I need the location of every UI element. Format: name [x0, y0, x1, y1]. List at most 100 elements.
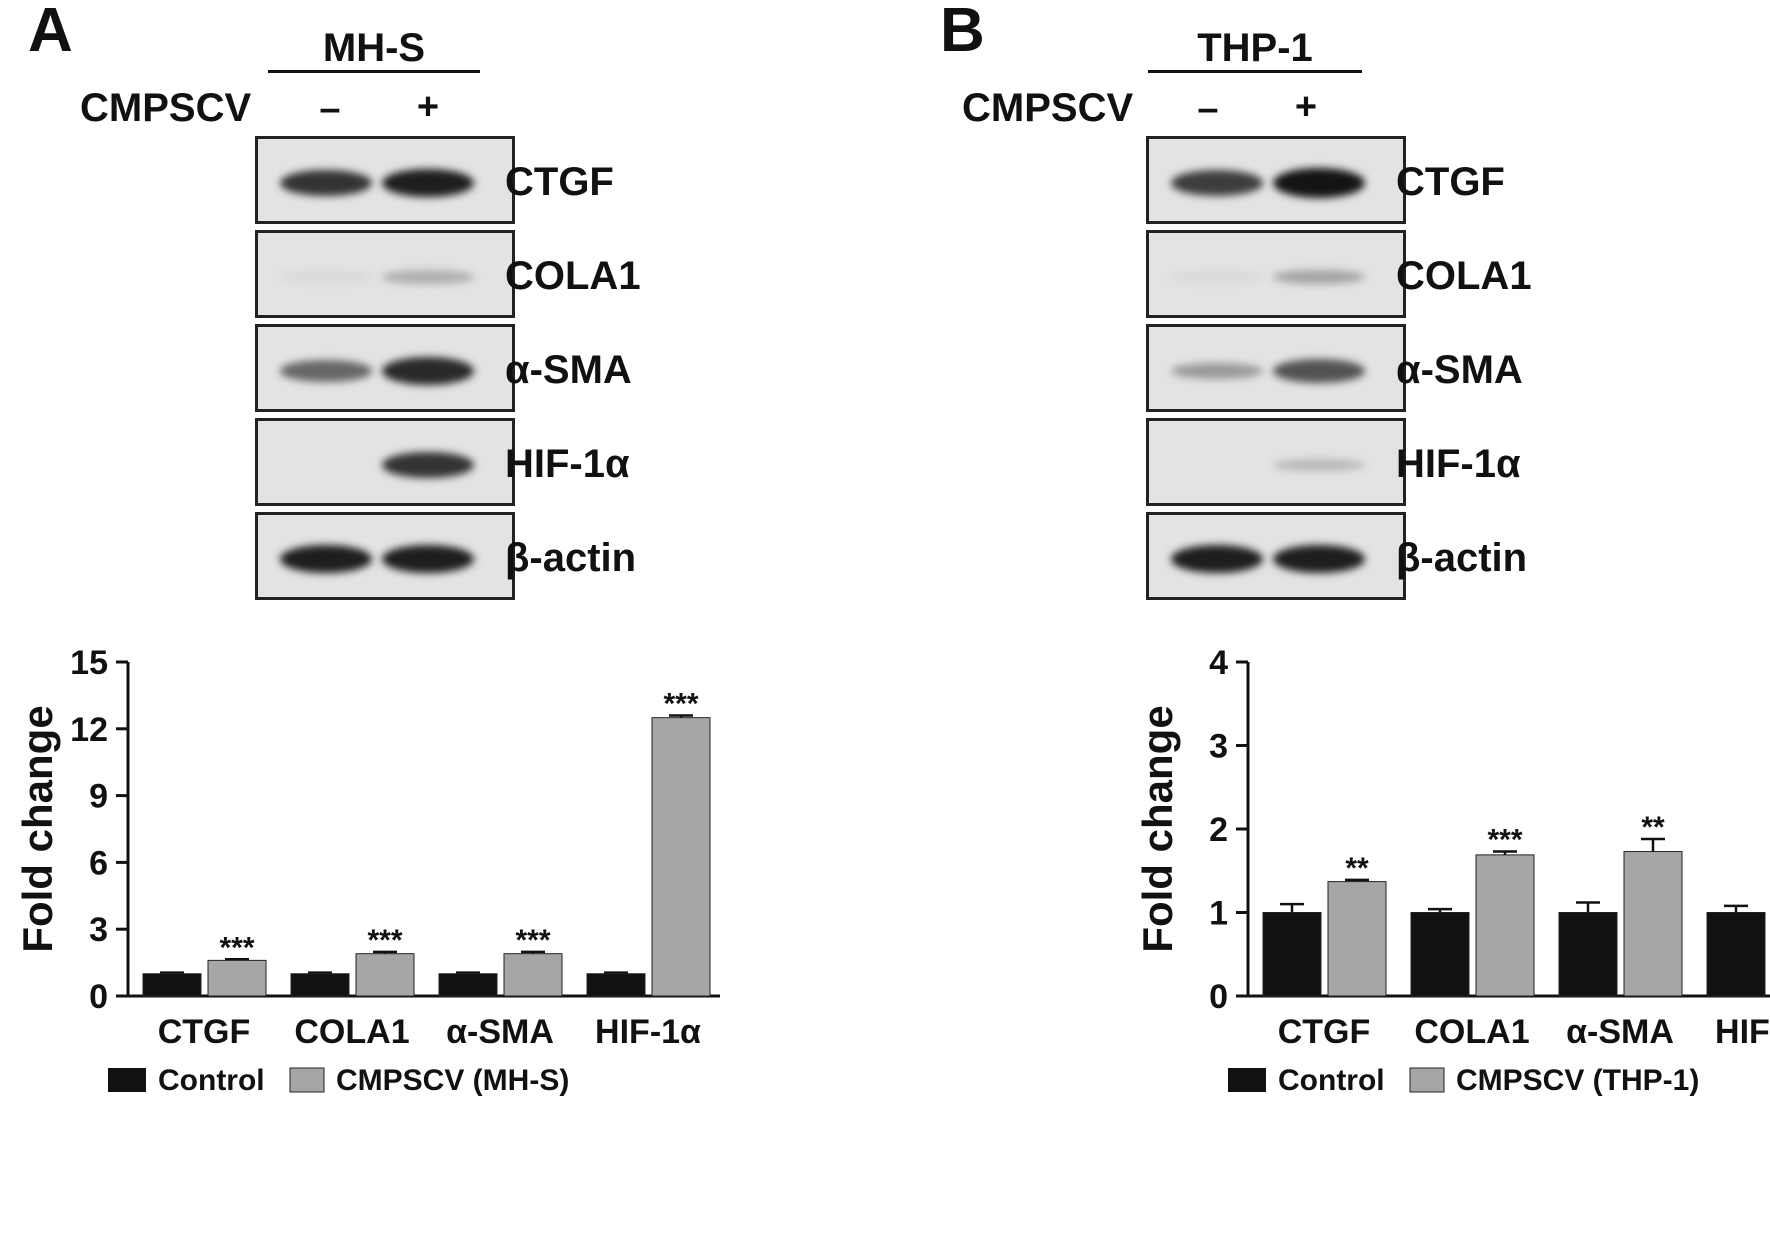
- blot-band: [1273, 544, 1365, 574]
- cell-line-label: MH-S: [322, 26, 426, 70]
- legend-label-control: Control: [158, 1064, 265, 1097]
- significance-label: ***: [1487, 824, 1522, 857]
- blot-band: [280, 360, 372, 382]
- blot-band: [382, 168, 474, 198]
- blot-strip: [1146, 418, 1406, 506]
- protein-label: COLA1: [505, 254, 641, 298]
- control-bar: [1410, 912, 1470, 997]
- x-tick-label: α-SMA: [446, 1013, 554, 1051]
- y-tick-label: 0: [1209, 978, 1228, 1016]
- legend-swatch-treated: [289, 1067, 325, 1093]
- blot-band: [1171, 363, 1263, 379]
- y-axis-label: Fold change: [1134, 705, 1181, 952]
- blot-band: [1273, 168, 1365, 198]
- cell-line-label: THP-1: [1197, 26, 1313, 70]
- blot-strip: [255, 512, 515, 600]
- blot-strip: [255, 136, 515, 224]
- protein-label: CTGF: [505, 160, 614, 204]
- x-tick-label: CTGF: [1278, 1013, 1371, 1051]
- blot-band: [1171, 170, 1263, 196]
- control-bar: [1558, 912, 1618, 997]
- blot-band: [1273, 359, 1365, 383]
- treated-bar: [1327, 881, 1387, 997]
- x-tick-label: COLA1: [1414, 1013, 1529, 1051]
- y-tick-label: 12: [70, 711, 108, 749]
- blot-band: [280, 272, 372, 282]
- treatment-label: CMPSCV: [80, 86, 252, 130]
- x-tick-label: COLA1: [294, 1013, 409, 1051]
- treated-bar: [1475, 854, 1535, 997]
- protein-label: β-actin: [505, 536, 637, 580]
- lane-minus-sign: –: [1197, 88, 1219, 130]
- control-bar: [1262, 912, 1322, 997]
- blot-band: [382, 357, 474, 385]
- y-tick-label: 3: [1209, 728, 1228, 766]
- cell-line-rule: [268, 70, 480, 73]
- blot-band: [382, 451, 474, 479]
- protein-label: HIF-1α: [505, 442, 630, 486]
- treated-bar: [651, 717, 711, 997]
- significance-label: ***: [367, 924, 402, 957]
- blot-strip: [1146, 512, 1406, 600]
- treatment-label: CMPSCV: [962, 86, 1134, 130]
- panel-letter: B: [940, 0, 985, 65]
- blot-strip: [255, 418, 515, 506]
- panel-letter: A: [28, 0, 73, 65]
- control-bar: [438, 973, 498, 997]
- legend-swatch-control: [1228, 1068, 1266, 1092]
- x-tick-label: HIF-1α: [595, 1013, 701, 1051]
- y-tick-label: 6: [89, 844, 108, 882]
- control-bar: [1706, 912, 1766, 997]
- protein-label: COLA1: [1396, 254, 1532, 298]
- x-tick-label: CTGF: [158, 1013, 251, 1051]
- blot-band: [382, 270, 474, 284]
- significance-label: **: [1641, 811, 1665, 844]
- y-tick-label: 1: [1209, 895, 1228, 933]
- legend-label-control: Control: [1278, 1064, 1385, 1097]
- blot-strip: [1146, 230, 1406, 318]
- blot-band: [382, 544, 474, 574]
- legend-label-treated: CMPSCV (THP-1): [1456, 1064, 1699, 1097]
- blot-band: [1171, 272, 1263, 282]
- y-tick-label: 0: [89, 978, 108, 1016]
- blot-band: [280, 544, 372, 574]
- y-tick-label: 2: [1209, 811, 1228, 849]
- blot-strip: [1146, 324, 1406, 412]
- lane-minus-sign: –: [319, 88, 341, 130]
- treated-bar: [355, 953, 415, 997]
- legend-label-treated: CMPSCV (MH-S): [336, 1064, 569, 1097]
- blot-band: [280, 169, 372, 197]
- control-bar: [586, 973, 646, 997]
- significance-label: ***: [515, 924, 550, 957]
- protein-label: α-SMA: [505, 348, 632, 392]
- blot-strip: [255, 230, 515, 318]
- lane-plus-sign: +: [416, 86, 440, 128]
- cell-line-rule: [1148, 70, 1362, 73]
- protein-label: CTGF: [1396, 160, 1505, 204]
- treated-bar: [1623, 851, 1683, 997]
- lane-plus-sign: +: [1294, 86, 1318, 128]
- legend-swatch-treated: [1409, 1067, 1445, 1093]
- treated-bar: [207, 959, 267, 997]
- blot-band: [1273, 269, 1365, 285]
- y-tick-label: 9: [89, 778, 108, 816]
- blot-band: [1171, 544, 1263, 574]
- x-tick-label: α-SMA: [1566, 1013, 1674, 1051]
- blot-band: [1273, 458, 1365, 472]
- significance-label: **: [1345, 852, 1369, 885]
- y-tick-label: 3: [89, 911, 108, 949]
- x-tick-label: HIF-1α: [1715, 1013, 1770, 1051]
- protein-label: β-actin: [1396, 536, 1528, 580]
- treated-bar: [503, 953, 563, 997]
- protein-label: α-SMA: [1396, 348, 1523, 392]
- significance-label: ***: [219, 931, 254, 964]
- panel-b: B THP-1 CMPSCV – + 0 1 2 3 4 Fold change ** CTG…: [940, 0, 1770, 1243]
- y-axis-label: Fold change: [14, 705, 61, 952]
- control-bar: [290, 973, 350, 997]
- blot-strip: [255, 324, 515, 412]
- protein-label: HIF-1α: [1396, 442, 1521, 486]
- control-bar: [142, 973, 202, 997]
- y-tick-label: 15: [70, 644, 108, 682]
